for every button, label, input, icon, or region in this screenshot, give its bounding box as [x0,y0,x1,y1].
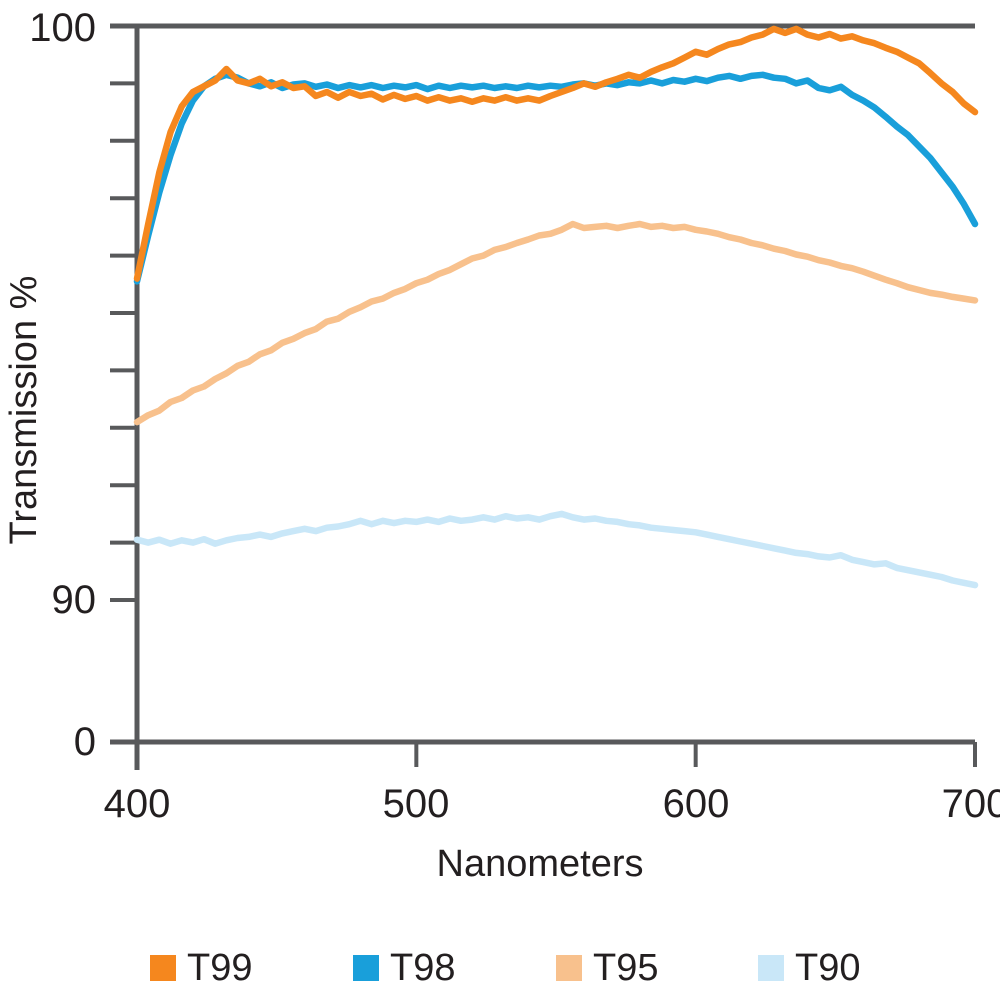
legend-swatch-t98 [353,955,379,981]
series-curves [133,25,979,589]
x-tick-label-500: 500 [382,782,450,826]
series-line-t90 [133,510,979,589]
legend-item-t99: T99 [150,948,252,988]
axes [110,23,977,770]
legend-swatch-t95 [556,955,582,981]
x-tick-label-600: 600 [662,782,730,826]
legend-item-t90: T90 [758,948,860,988]
legend-label-t90: T90 [795,947,861,989]
legend-swatch-t99 [150,955,176,981]
legend-label-t95: T95 [593,947,659,989]
legend: T99 T98 T95 T90 [0,948,1000,992]
x-axis-title: Nanometers [436,843,644,885]
series-line-t98 [133,71,979,285]
y-tick-label-100: 100 [29,6,96,50]
x-tick-label-700: 700 [941,782,1000,826]
series-line-t95 [133,220,979,426]
y-axis-title: Transmission % [3,275,45,545]
y-tick-label-90: 90 [51,578,97,622]
legend-label-t98: T98 [390,947,456,989]
legend-label-t99: T99 [187,947,253,989]
legend-item-t98: T98 [353,948,455,988]
legend-swatch-t90 [758,955,784,981]
legend-item-t95: T95 [556,948,658,988]
y-tick-label-0: 0 [73,720,96,764]
x-tick-label-400: 400 [103,782,171,826]
series-line-t99 [133,25,979,282]
